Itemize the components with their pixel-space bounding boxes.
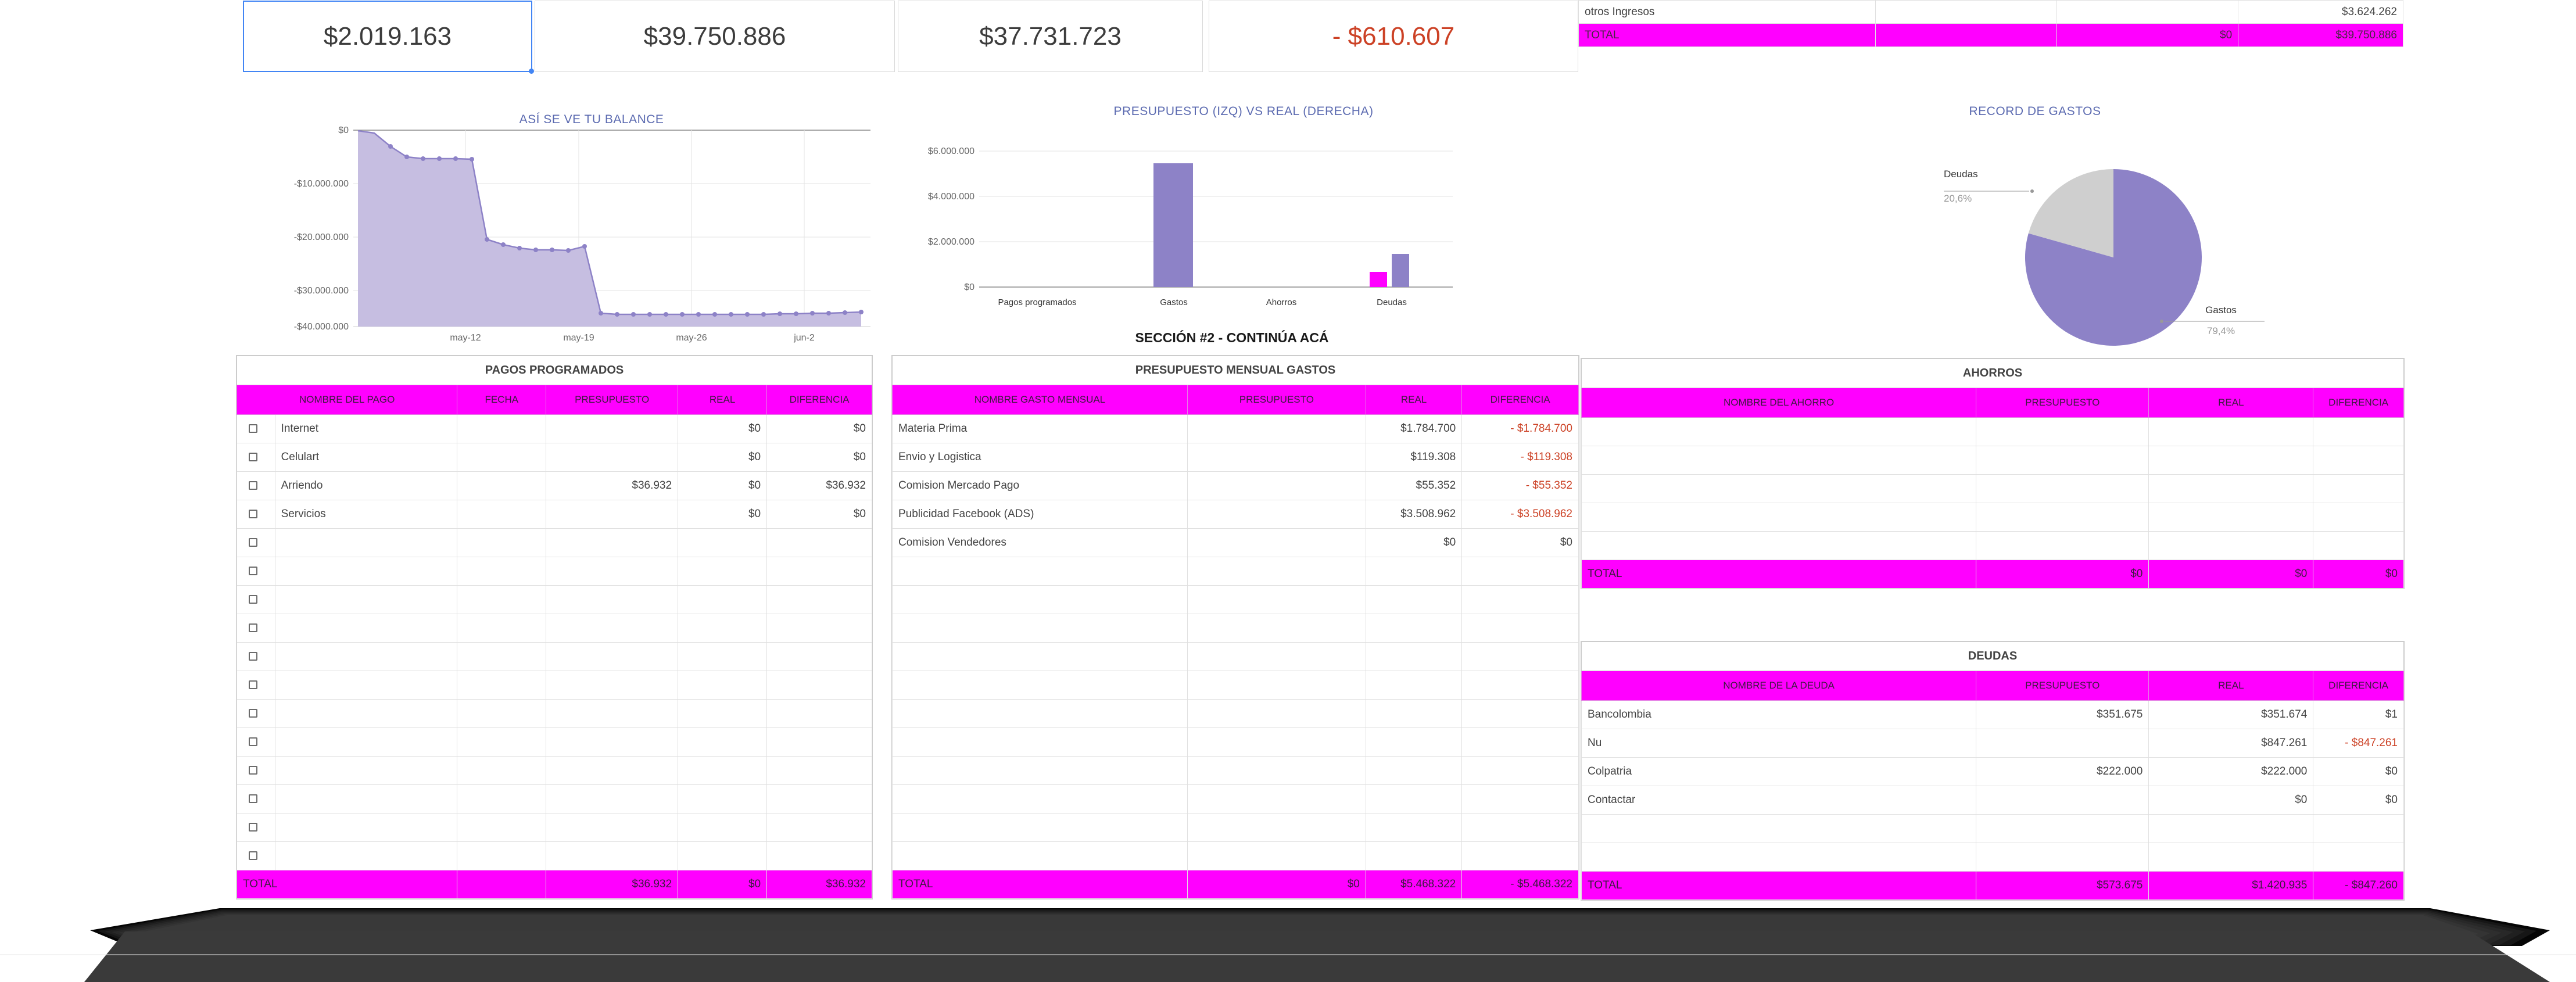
svg-text:may-26: may-26: [676, 333, 707, 343]
svg-text:Gastos: Gastos: [2205, 304, 2237, 316]
svg-text:may-12: may-12: [450, 333, 481, 343]
svg-text:$2.000.000: $2.000.000: [928, 237, 974, 247]
svg-text:jun-2: jun-2: [793, 333, 815, 343]
svg-text:$4.000.000: $4.000.000: [928, 192, 974, 202]
svg-text:Ahorros: Ahorros: [1266, 298, 1297, 307]
svg-text:-$20.000.000: -$20.000.000: [294, 232, 349, 242]
svg-text:-$40.000.000: -$40.000.000: [294, 322, 349, 332]
svg-text:$0: $0: [338, 126, 349, 135]
svg-text:$6.000.000: $6.000.000: [928, 146, 974, 156]
svg-text:Pagos programados: Pagos programados: [998, 298, 1076, 307]
svg-text:-$30.000.000: -$30.000.000: [294, 286, 349, 296]
svg-text:-$10.000.000: -$10.000.000: [294, 179, 349, 189]
svg-text:Deudas: Deudas: [1944, 169, 1978, 180]
svg-text:79,4%: 79,4%: [2207, 325, 2235, 336]
svg-text:$0: $0: [964, 282, 974, 292]
svg-text:Deudas: Deudas: [1377, 298, 1407, 307]
svg-text:20,6%: 20,6%: [1944, 193, 1972, 204]
svg-text:may-19: may-19: [563, 333, 594, 343]
svg-text:Gastos: Gastos: [1160, 298, 1188, 307]
